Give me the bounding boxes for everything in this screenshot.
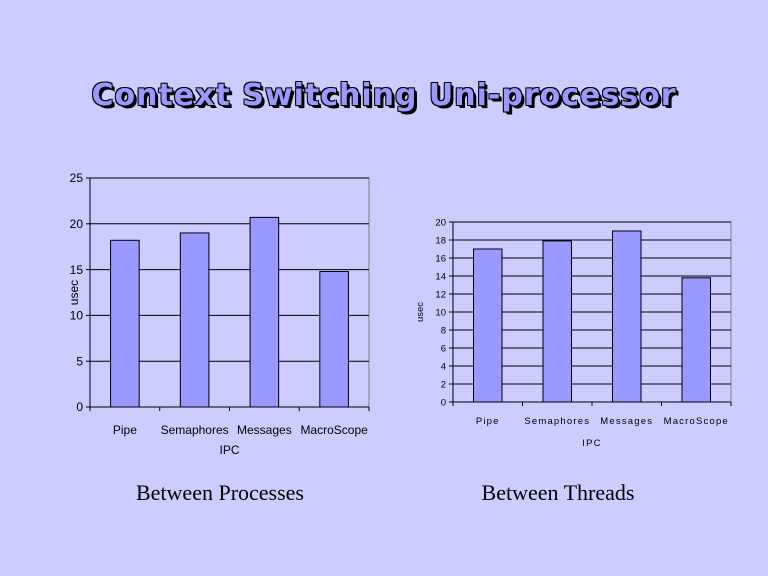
right-ytick-label: 12 [435,289,446,300]
right-ytick-label: 6 [441,343,446,354]
right-category-label: Pipe [476,416,500,427]
right-ytick-label: 0 [441,397,446,408]
left-ytick-label: 25 [70,171,84,185]
left-ytick-label: 20 [70,217,84,231]
right-ytick-label: 14 [435,271,446,282]
right-ytick-label: 2 [441,379,446,390]
right-y-axis-label: usec [415,302,426,322]
right-ytick-label: 16 [435,253,446,264]
left-category-label: MacroScope [300,423,368,437]
left-bar-pipe [110,239,140,408]
left-ytick-label: 0 [76,400,83,414]
left-ytick-label: 15 [70,263,84,277]
right-ytick-label: 8 [441,325,446,336]
left-bar-semaphores [179,232,210,408]
left-bar-macroscope [319,270,349,408]
right-ytick-label: 4 [441,361,446,372]
left-y-axis-label: usec [67,280,81,305]
right-ytick-label: 10 [435,307,446,318]
left-bar-messages [249,216,280,408]
left-x-axis-label: IPC [219,443,239,457]
right-category-label: Messages [600,416,653,427]
right-bar-macroscope [681,277,711,403]
left-category-label: Pipe [113,423,137,437]
right-bar-semaphores [542,240,572,403]
right-bar-messages [612,230,642,403]
right-category-label: MacroScope [664,416,729,427]
right-bar-pipe [473,248,503,403]
left-category-label: Messages [237,423,292,437]
right-ytick-label: 20 [435,217,446,228]
right-category-label: Semaphores [524,416,590,427]
right-x-axis-label: IPC [582,438,601,449]
caption-between-threads: Between Threads [481,480,635,505]
left-category-label: Semaphores [161,423,229,437]
left-ytick-label: 5 [76,354,83,368]
slide-title: Context Switching Uni-processor [91,78,677,113]
right-ytick-label: 18 [435,235,446,246]
caption-between-processes: Between Processes [135,480,304,505]
left-ytick-label: 10 [70,309,84,323]
